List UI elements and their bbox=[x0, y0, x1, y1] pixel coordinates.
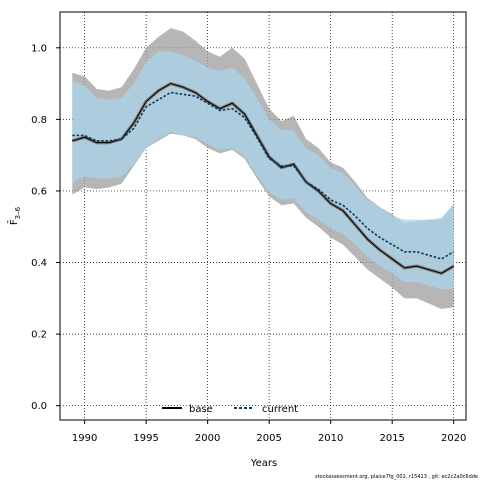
x-tick-label: 2000 bbox=[195, 433, 220, 444]
x-tick-label: 1995 bbox=[133, 433, 158, 444]
legend-current-label: current bbox=[262, 404, 298, 415]
estimate-lines bbox=[71, 81, 455, 275]
y-tick-label: 0.6 bbox=[31, 186, 47, 197]
line-current bbox=[72, 91, 455, 260]
y-tick-label: 0.0 bbox=[31, 401, 47, 412]
y-axis-label-group: F̄3–6 bbox=[7, 206, 22, 225]
y-tick-label: 0.8 bbox=[31, 115, 47, 126]
x-tick-label: 2020 bbox=[441, 433, 466, 444]
x-tick-label: 2005 bbox=[256, 433, 281, 444]
x-tick-label: 2010 bbox=[318, 433, 343, 444]
y-axis-label-main: F̄ bbox=[7, 219, 20, 225]
x-tick-label: 2015 bbox=[379, 433, 404, 444]
x-tick-label: 1990 bbox=[72, 433, 97, 444]
y-axis-ticks: 0.0 0.2 0.4 0.6 0.8 1.0 bbox=[31, 43, 60, 412]
line-base bbox=[72, 83, 454, 274]
y-axis-label: F̄3–6 bbox=[7, 206, 22, 225]
y-axis-label-sub: 3–6 bbox=[14, 206, 22, 219]
y-tick-label: 1.0 bbox=[31, 43, 47, 54]
footnote: stockassessment.org, plaice7fg_002, r154… bbox=[315, 474, 478, 480]
y-tick-label: 0.4 bbox=[31, 258, 47, 269]
y-tick-label: 0.2 bbox=[31, 330, 47, 341]
legend-base-label: base bbox=[189, 404, 213, 415]
x-axis-ticks: 1990 1995 2000 2005 2010 2015 2020 bbox=[72, 420, 466, 444]
plot-frame bbox=[59, 11, 467, 421]
x-axis-label: Years bbox=[250, 458, 277, 469]
legend: base current bbox=[162, 404, 298, 415]
